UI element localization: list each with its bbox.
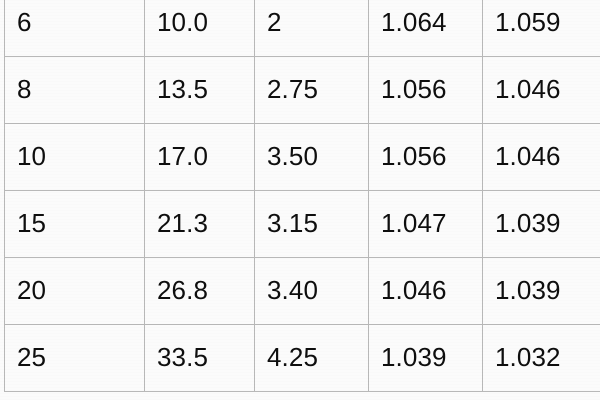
table-cell: 15 (4, 190, 145, 258)
table-cell: 1.039 (482, 190, 600, 258)
table-cell: 10.0 (144, 0, 255, 57)
table-cell: 1.039 (482, 257, 600, 325)
table-cell: 1.056 (368, 123, 483, 191)
table-cell: 1.064 (368, 0, 483, 57)
table-cell: 1.047 (368, 190, 483, 258)
table-cell: 20 (4, 257, 145, 325)
table-cell: 13.5 (144, 56, 255, 124)
table-row: 6 10.0 2 1.064 1.059 (4, 0, 600, 57)
table-cell: 10 (4, 123, 145, 191)
table-cell: 21.3 (144, 190, 255, 258)
table-cell: 1.046 (482, 56, 600, 124)
table-cell: 3.40 (254, 257, 369, 325)
table-row: 10 17.0 3.50 1.056 1.046 (4, 123, 600, 191)
table-cell: 2 (254, 0, 369, 57)
table-cell: 1.039 (368, 324, 483, 392)
table-cell: 1.056 (368, 56, 483, 124)
table-cell: 1.046 (482, 123, 600, 191)
table-cell: 6 (4, 0, 145, 57)
table-cell: 17.0 (144, 123, 255, 191)
table-row: 25 33.5 4.25 1.039 1.032 (4, 324, 600, 392)
table-row: 15 21.3 3.15 1.047 1.039 (4, 190, 600, 258)
table-cell: 1.032 (482, 324, 600, 392)
table-cell: 1.059 (482, 0, 600, 57)
table-cell: 3.50 (254, 123, 369, 191)
table-cell: 25 (4, 324, 145, 392)
table-cell: 2.75 (254, 56, 369, 124)
table-cell: 3.15 (254, 190, 369, 258)
table-row: 20 26.8 3.40 1.046 1.039 (4, 257, 600, 325)
data-table: 6 10.0 2 1.064 1.059 8 13.5 2.75 1.056 1.046 10 17.… (4, 0, 600, 392)
table-cell: 33.5 (144, 324, 255, 392)
table-row: 8 13.5 2.75 1.056 1.046 (4, 56, 600, 124)
table-cell: 26.8 (144, 257, 255, 325)
table-cell: 1.046 (368, 257, 483, 325)
table-body: 6 10.0 2 1.064 1.059 8 13.5 2.75 1.056 1.046 10 17.… (4, 0, 600, 392)
table-cell: 4.25 (254, 324, 369, 392)
table-cell: 8 (4, 56, 145, 124)
